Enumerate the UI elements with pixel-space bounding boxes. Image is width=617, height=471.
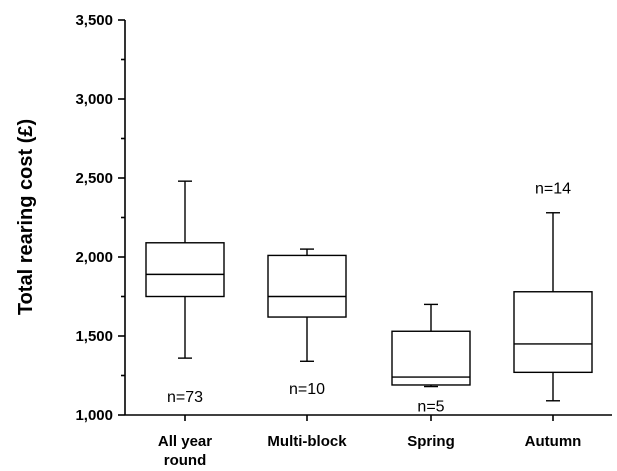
- y-tick-label: 1,000: [75, 407, 113, 424]
- category-label: Spring: [407, 433, 455, 450]
- n-labels: n=73 n=10 n=5 n=14: [167, 180, 571, 415]
- y-tick-label: 3,500: [75, 12, 113, 29]
- category-label-line: round: [164, 452, 207, 469]
- sample-size-label: n=14: [535, 180, 571, 197]
- category-label: Multi-block: [267, 433, 347, 450]
- category-label: All year round: [158, 433, 212, 469]
- y-ticks: 1,000 1,500 2,000 2,500 3,000 3,500: [75, 12, 125, 424]
- category-labels: All year round Multi-block Spring Autumn: [158, 433, 581, 469]
- y-tick-label: 1,500: [75, 328, 113, 345]
- category-label-line: Multi-block: [267, 433, 347, 450]
- y-axis-label: Total rearing cost (£): [15, 119, 37, 315]
- y-tick-label: 3,000: [75, 91, 113, 108]
- sample-size-label: n=5: [417, 399, 444, 416]
- category-label-line: All year: [158, 433, 212, 450]
- iqr-box: [391, 330, 471, 386]
- iqr-box: [513, 291, 593, 374]
- boxes: [145, 180, 593, 421]
- sample-size-label: n=73: [167, 389, 203, 406]
- sample-size-label: n=10: [289, 381, 325, 398]
- iqr-box: [267, 254, 347, 318]
- category-label-line: Spring: [407, 433, 455, 450]
- category-label-line: Autumn: [525, 433, 582, 450]
- y-tick-label: 2,500: [75, 170, 113, 187]
- y-tick-label: 2,000: [75, 249, 113, 266]
- iqr-box: [145, 242, 225, 298]
- category-label: Autumn: [525, 433, 582, 450]
